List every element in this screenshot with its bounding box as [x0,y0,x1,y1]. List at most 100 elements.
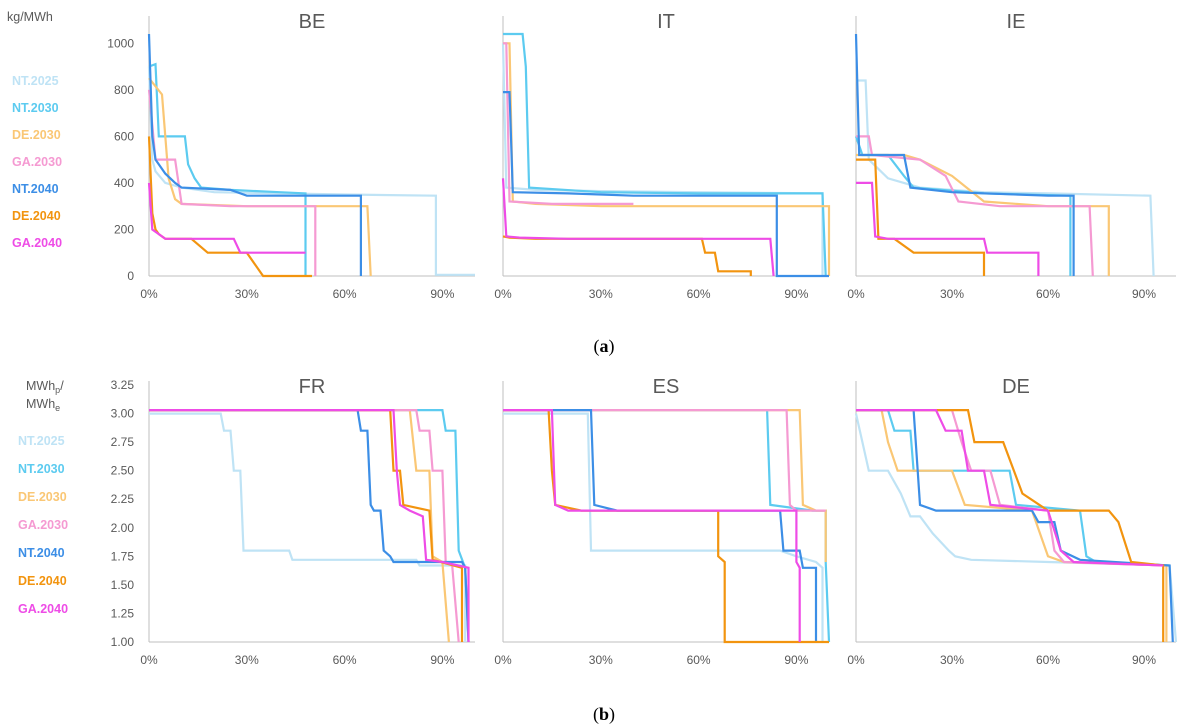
x-tick-label: 60% [1036,653,1060,667]
series-line-de-2040 [502,235,752,276]
panel-de: 0% 30% 60% 90% DE [847,375,1178,667]
y-tick-label: 3.00 [111,407,135,421]
panel-title-backing [986,375,1046,401]
series-line-de-2030 [856,153,1110,276]
sublabel-b: (b) [593,704,615,725]
y-tick-label: 1.00 [111,635,135,649]
series-line-ga-2030 [149,409,460,643]
series-line-de-2030 [503,42,831,276]
y-tick-label: 2.50 [111,464,135,478]
series-line-nt-2025 [147,66,475,276]
x-tick-label: 0% [847,287,865,301]
series-line-ga-2030 [503,409,826,512]
x-tick-label: 30% [940,287,964,301]
y-tick-label: 0 [127,269,134,283]
series-line-de-2030 [148,77,372,277]
series-line-de-2040 [149,409,464,642]
x-tick-label: 0% [494,287,512,301]
series-line-nt-2040 [147,33,362,276]
series-line-nt-2030 [149,409,470,643]
x-tick-label: 90% [784,287,808,301]
y-tick-label: 2.25 [111,492,135,506]
series-line-nt-2040 [854,33,1075,276]
series-line-ga-2040 [856,409,1164,567]
series-line-ga-2030 [147,89,317,276]
series-line-ga-2040 [147,182,306,254]
x-tick-label: 90% [1132,653,1156,667]
series-line-de-2040 [856,158,986,276]
x-tick-label: 90% [430,287,454,301]
legend-a-nt2040: NT.2040 [12,182,59,196]
x-tick-label: 30% [589,653,613,667]
sublabel-a: (a) [594,336,615,357]
legend-a-de2030: DE.2030 [12,128,61,142]
panel-it: 0% 30% 60% 90% IT [494,10,831,301]
x-tick-label: 60% [687,653,711,667]
panel-title-backing [282,375,342,401]
series-line-de-2030 [149,409,450,643]
x-tick-label: 0% [140,287,158,301]
series-line-ga-2030 [856,409,1167,567]
y-tick-label: 3.25 [111,378,135,392]
legend-a-de2040: DE.2040 [12,209,61,223]
chart-panels: 0 200 400 600 800 1000 0% 30% 60% 90% BE 0% 30% 60% 90… [107,10,1178,667]
legend-b-nt2030: NT.2030 [18,462,65,476]
panel-title: DE [1002,376,1030,398]
series-line-de-2040 [856,409,1165,642]
series-line-de-2030 [503,409,827,562]
panel-title: BE [299,11,326,33]
y-tick-label: 1000 [107,36,134,50]
series-line-nt-2025 [503,412,824,642]
y-tick-label: 2.00 [111,521,135,535]
y-tick-label: 2.75 [111,435,135,449]
panel-title: IT [657,11,675,33]
series-line-de-2040 [503,409,829,644]
x-tick-label: 60% [1036,287,1060,301]
x-tick-label: 0% [494,653,512,667]
legend-b-de2040: DE.2040 [18,574,67,588]
series-line-nt-2025 [501,43,824,276]
series-line-ga-2030 [856,135,1094,277]
series-line-nt-2030 [148,62,307,276]
y-tick-label: 600 [114,129,134,143]
panel-fr: 1.00 1.25 1.50 1.75 2.00 2.25 2.50 2.75 3.00 3.25… [111,375,475,667]
y-tick-label: 400 [114,176,134,190]
series-line-ga-2040 [501,178,775,277]
series-line-nt-2030 [856,409,1170,567]
panel-title-backing [636,375,696,401]
panel-title-backing [636,10,696,36]
y-tick-label: 1.75 [111,549,135,563]
row-b-legend: MWhp/ MWhe NT.2025 NT.2030 DE.2030 GA.20… [18,379,68,616]
series-line-nt-2025 [149,412,467,642]
legend-b-de2030: DE.2030 [18,490,67,504]
series-line-nt-2040 [856,409,1174,643]
panel-ie: 0% 30% 60% 90% IE [847,10,1176,301]
y-tick-label: 200 [114,222,134,236]
x-tick-label: 30% [235,653,259,667]
x-tick-label: 90% [784,653,808,667]
series-line-nt-2030 [503,409,831,643]
row-a-unit-label: kg/MWh [7,10,53,24]
x-tick-label: 30% [940,653,964,667]
series-line-ga-2040 [856,181,1040,276]
series-line-ga-2040 [149,409,470,642]
panel-title-backing [282,10,342,36]
legend-b-nt2025: NT.2025 [18,434,65,448]
series-line-nt-2025 [854,413,1178,643]
x-tick-label: 0% [847,653,865,667]
x-tick-label: 30% [589,287,613,301]
legend-a-ga2040: GA.2040 [12,236,62,250]
x-tick-label: 0% [140,653,158,667]
panel-title: FR [299,376,326,398]
series-line-ga-2040 [503,409,801,642]
panel-be: 0 200 400 600 800 1000 0% 30% 60% 90% BE [107,10,475,301]
x-tick-label: 60% [687,287,711,301]
legend-b-ga2030: GA.2030 [18,518,68,532]
legend-a-ga2030: GA.2030 [12,155,62,169]
panel-title: IE [1007,11,1026,33]
series-line-ga-2030 [503,42,634,205]
legend-a-nt2030: NT.2030 [12,101,59,115]
panel-title-backing [986,10,1046,36]
series-line-nt-2030 [503,32,827,277]
